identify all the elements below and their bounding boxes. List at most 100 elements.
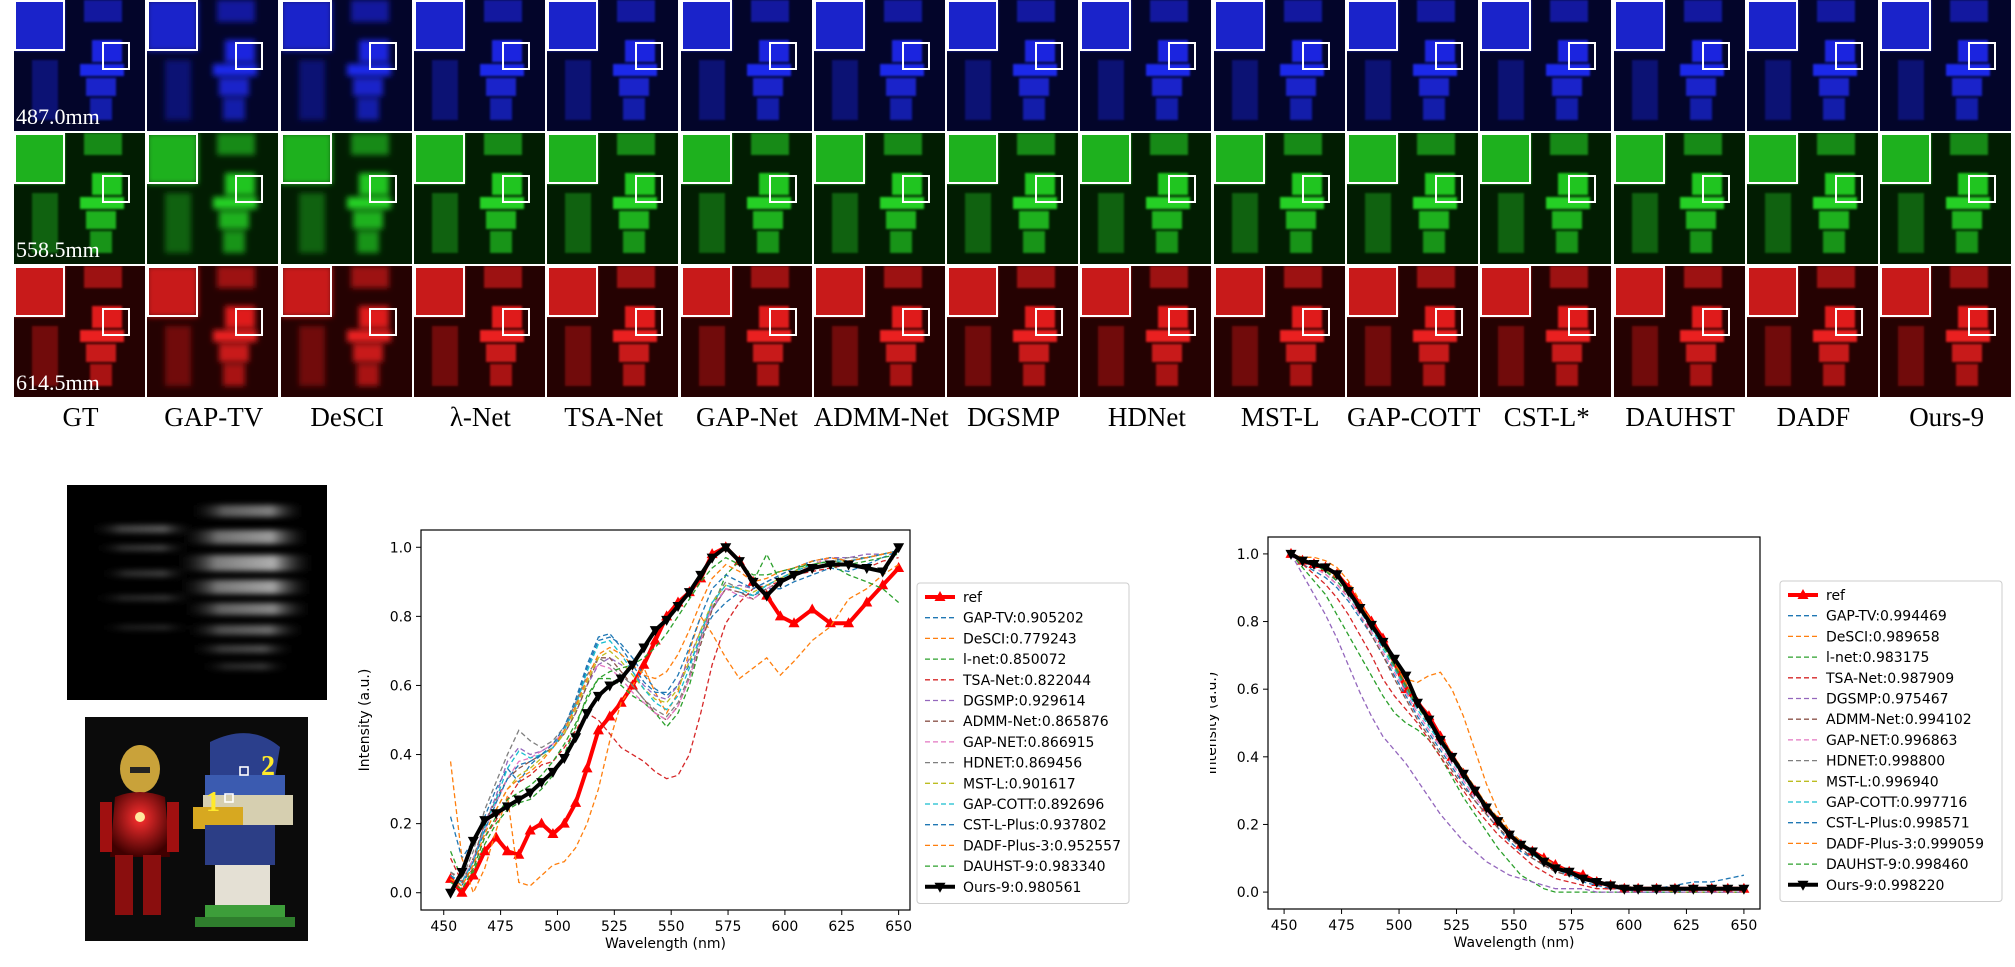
- series-line: [450, 550, 899, 880]
- tile-hdnet-band-2: [1080, 133, 1212, 264]
- zoom-region-box: [1168, 42, 1197, 70]
- zoom-inset: [1613, 0, 1665, 51]
- zoom-region-box: [102, 42, 130, 70]
- data-point: [861, 564, 873, 574]
- zoom-inset: [280, 0, 332, 51]
- zoom-region-box: [102, 175, 130, 203]
- legend-entry: Ours-9:0.998220: [1826, 878, 1944, 894]
- data-point: [1377, 637, 1389, 648]
- zoom-region-box: [901, 175, 930, 203]
- zoom-inset: [1347, 133, 1398, 184]
- method-label: MST-L: [1240, 402, 1320, 432]
- zoom-region-box: [901, 308, 930, 336]
- data-point: [1308, 560, 1320, 571]
- x-tick-label: 550: [1501, 918, 1528, 934]
- tile-hdnet-band-1: [1080, 0, 1212, 131]
- zoom-inset: [813, 133, 865, 184]
- data-point: [456, 886, 468, 897]
- method-label: ADMM-Net: [813, 402, 949, 432]
- data-point: [1577, 874, 1589, 885]
- data-point: [1400, 671, 1412, 682]
- tile-dgsmp-band-1: [947, 0, 1079, 131]
- data-point: [1354, 604, 1366, 615]
- zoom-region-box: [1568, 42, 1597, 70]
- data-point: [467, 836, 479, 847]
- data-point: [1423, 715, 1435, 726]
- tile-admm-net-band-3: [813, 266, 945, 397]
- zoom-region-box: [901, 42, 930, 70]
- zoom-region-box: [635, 175, 664, 203]
- zoom-inset: [1080, 133, 1132, 184]
- tile-gap-net-band-3: [680, 266, 812, 397]
- scene-image: 2 1: [85, 717, 308, 941]
- zoom-inset: [14, 266, 65, 317]
- data-point: [581, 762, 593, 773]
- data-point: [1503, 830, 1515, 841]
- marker-label-1: 1: [206, 787, 220, 818]
- data-point: [877, 579, 889, 590]
- tile-dadf-band-3: [1746, 266, 1878, 397]
- tile-gap-tv-band-2: [147, 133, 279, 264]
- method-label: GAP-TV: [164, 402, 264, 432]
- tile-desci-band-2: [280, 133, 412, 264]
- x-tick-label: 600: [772, 919, 799, 935]
- zoom-region-box: [1301, 42, 1330, 70]
- data-point: [1651, 884, 1663, 895]
- tile-gap-cott-band-2: [1347, 133, 1478, 264]
- tile-dauhst-band-2: [1613, 133, 1745, 264]
- data-point: [1722, 884, 1734, 895]
- zoom-region-box: [235, 42, 264, 70]
- zoom-inset: [1480, 0, 1532, 51]
- figure-right: [193, 733, 295, 927]
- data-point: [547, 767, 559, 778]
- zoom-inset: [813, 266, 865, 317]
- zoom-region-box: [235, 308, 264, 336]
- legend-entry: DAUHST-9:0.983340: [963, 859, 1106, 875]
- zoom-region-box: [1301, 175, 1330, 203]
- series-line: [450, 550, 899, 887]
- legend-entry: GAP-TV:0.905202: [963, 611, 1084, 627]
- x-axis-label: Wavelength (nm): [605, 936, 726, 952]
- plot-frame: [420, 529, 911, 911]
- data-point: [788, 570, 800, 581]
- tile-dgsmp-band-3: [947, 266, 1079, 397]
- data-point: [513, 795, 525, 806]
- data-point: [581, 709, 593, 720]
- y-tick-label: 0.2: [390, 817, 412, 833]
- legend-entry: DADF-Plus-3:0.999059: [1826, 836, 1984, 852]
- tile-dauhst-band-1: [1613, 0, 1745, 131]
- tile-dadf-band-1: [1746, 0, 1878, 131]
- tile-gap-net-band-2: [680, 133, 812, 264]
- x-tick-label: 625: [828, 919, 855, 935]
- zoom-inset: [413, 0, 465, 51]
- data-point: [661, 615, 673, 626]
- data-point: [1526, 847, 1538, 858]
- data-point: [570, 733, 582, 744]
- data-point: [788, 617, 800, 628]
- zoom-inset: [14, 133, 65, 184]
- x-tick-label: 450: [430, 919, 457, 935]
- tile-admm-net-band-1: [813, 0, 945, 131]
- zoom-region-box: [635, 42, 664, 70]
- zoom-region-box: [501, 42, 530, 70]
- data-point: [1469, 786, 1481, 797]
- data-point: [604, 710, 616, 721]
- x-tick-label: 500: [544, 919, 571, 935]
- series-line: [450, 550, 899, 884]
- zoom-region-box: [1701, 175, 1730, 203]
- data-point: [1605, 881, 1617, 892]
- spectral-chart-point-1: 450 475 500 525 550 575 600 625 650 0.0 0.2 0.4 0.6 0…: [357, 529, 1130, 952]
- tile-dgsmp-band-2: [947, 133, 1079, 264]
- data-point: [733, 557, 745, 568]
- data-point: [806, 603, 818, 614]
- zoom-region-box: [368, 308, 397, 336]
- legend-entry: ref: [1826, 588, 1846, 604]
- zoom-region-box: [1834, 42, 1863, 70]
- data-point: [558, 817, 570, 828]
- method-label: TSA-Net: [564, 402, 664, 432]
- data-point: [843, 560, 855, 571]
- data-point: [1549, 864, 1561, 875]
- method-label: Ours-9: [1909, 402, 1985, 432]
- tile-tsa-net-band-3: [547, 266, 679, 397]
- tile-admm-net-band-2: [813, 133, 945, 264]
